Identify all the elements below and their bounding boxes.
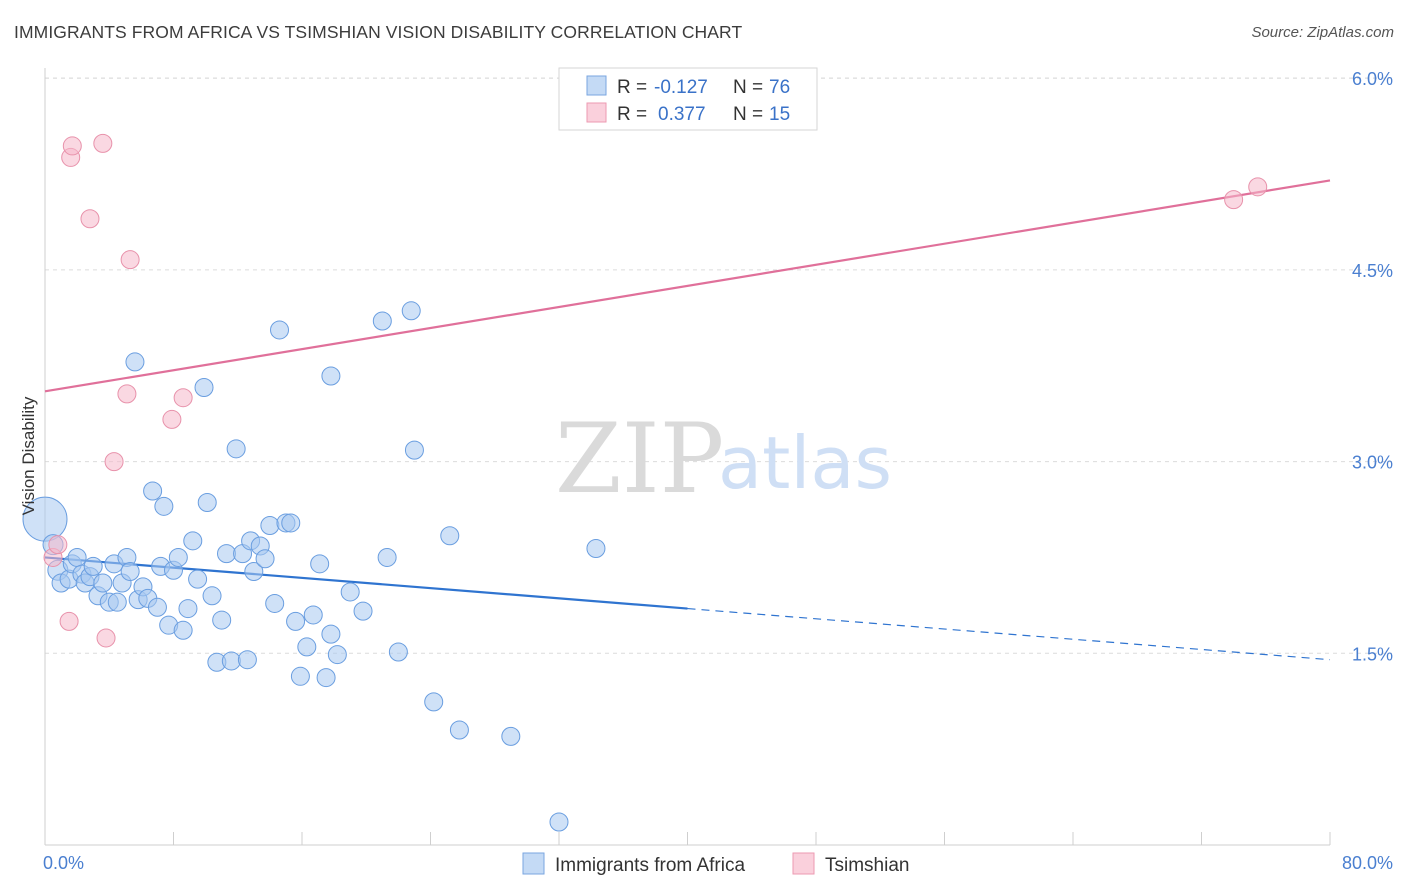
point-0-18 [120, 562, 140, 582]
point-0-24 [147, 597, 167, 617]
scatter-points [22, 133, 1268, 832]
y-tick-label-0: 1.5% [1352, 644, 1393, 664]
point-0-6 [67, 547, 87, 567]
watermark-zip: ZIP [555, 403, 724, 515]
watermark-atlas: atlas [718, 421, 892, 505]
point-0-68 [404, 440, 424, 460]
bottom-legend-label-africa: Immigrants from Africa [555, 855, 745, 876]
point-0-57 [310, 554, 330, 574]
trend-line-extension-0 [687, 607, 1331, 661]
point-1-12 [173, 388, 193, 408]
bottom-legend-swatch-tsimshian [792, 852, 815, 875]
point-0-45 [244, 562, 264, 582]
point-0-15 [107, 592, 127, 612]
legend-n-value-africa: 76 [769, 77, 790, 98]
point-0-48 [260, 516, 280, 535]
y-axis-label: Vision Disability [19, 396, 38, 515]
point-0-39 [217, 544, 237, 564]
point-0-35 [197, 492, 217, 512]
point-0-38 [212, 610, 232, 630]
point-0-41 [226, 439, 246, 459]
point-0-54 [290, 666, 310, 686]
point-0-43 [237, 650, 257, 670]
y-tick-label-3: 6.0% [1352, 69, 1393, 89]
point-0-66 [388, 642, 408, 662]
point-0-69 [440, 526, 460, 546]
point-0-59 [321, 366, 341, 386]
point-0-55 [297, 637, 317, 657]
point-1-7 [96, 628, 116, 648]
x-tick-label-0: 0.0% [43, 853, 84, 873]
legend-swatch-africa [586, 75, 607, 96]
legend-n-label-africa: N = [733, 77, 763, 98]
legend-n-value-tsimshian: 15 [769, 104, 790, 125]
point-0-64 [372, 311, 392, 331]
point-0-12 [93, 573, 113, 593]
legend-r-value-africa: -0.127 [654, 77, 708, 98]
point-0-36 [202, 586, 222, 606]
point-1-8 [104, 452, 124, 472]
point-0-32 [183, 531, 203, 551]
point-1-4 [62, 136, 82, 156]
point-0-40 [221, 651, 241, 671]
point-0-26 [154, 496, 174, 516]
point-1-6 [93, 133, 113, 153]
point-0-49 [265, 593, 285, 613]
point-0-50 [270, 320, 290, 340]
y-tick-label-1: 3.0% [1352, 453, 1393, 473]
point-1-9 [117, 384, 137, 404]
point-0-60 [321, 624, 341, 644]
legend-swatch-tsimshian [586, 102, 607, 123]
point-0-52 [281, 513, 301, 533]
point-0-71 [449, 720, 469, 740]
point-1-13 [1224, 190, 1244, 210]
watermark: ZIP atlas [555, 403, 892, 515]
source-label: Source: ZipAtlas.com [1251, 24, 1394, 41]
point-0-73 [549, 812, 569, 832]
point-0-65 [377, 547, 397, 567]
trend-line-1 [44, 179, 1331, 393]
point-0-30 [173, 620, 193, 640]
point-0-56 [303, 605, 323, 625]
point-0-34 [194, 377, 214, 397]
legend-r-label-tsimshian: R = [617, 104, 647, 125]
point-0-10 [83, 556, 103, 576]
point-0-31 [178, 599, 198, 619]
point-1-10 [120, 250, 140, 270]
point-0-19 [125, 352, 145, 372]
bottom-legend-label-tsimshian: Tsimshian [825, 855, 909, 876]
legend-r-label-africa: R = [617, 77, 647, 98]
point-1-11 [162, 409, 182, 429]
chart-title: IMMIGRANTS FROM AFRICA VS TSIMSHIAN VISI… [14, 22, 743, 42]
y-tick-label-2: 4.5% [1352, 261, 1393, 281]
point-0-33 [188, 569, 208, 589]
point-0-74 [586, 539, 606, 559]
point-0-47 [255, 549, 275, 569]
point-0-53 [286, 611, 306, 631]
x-tick-labels: 0.0% 80.0% [43, 853, 1393, 873]
legend-bottom: Immigrants from Africa Tsimshian [522, 852, 909, 876]
x-tick-label-1: 80.0% [1342, 853, 1393, 873]
point-0-29 [168, 547, 188, 567]
legend-n-label-tsimshian: N = [733, 104, 763, 125]
point-0-72 [501, 726, 521, 746]
point-1-2 [59, 611, 79, 631]
point-1-5 [80, 209, 100, 229]
point-0-61 [327, 645, 347, 665]
y-tick-labels: 1.5% 3.0% 4.5% 6.0% [1352, 69, 1393, 664]
point-1-1 [48, 535, 68, 555]
point-1-14 [1248, 177, 1268, 197]
legend-r-value-tsimshian: 0.377 [658, 104, 706, 125]
point-0-70 [424, 692, 444, 712]
point-0-58 [316, 668, 336, 688]
point-0-63 [353, 601, 373, 621]
point-0-23 [143, 481, 163, 501]
point-0-67 [401, 301, 421, 321]
axes [44, 68, 1331, 846]
bottom-legend-swatch-africa [522, 852, 545, 875]
legend-top: R = -0.127 N = 76 R = 0.377 N = 15 [558, 67, 818, 131]
point-0-62 [340, 582, 360, 602]
